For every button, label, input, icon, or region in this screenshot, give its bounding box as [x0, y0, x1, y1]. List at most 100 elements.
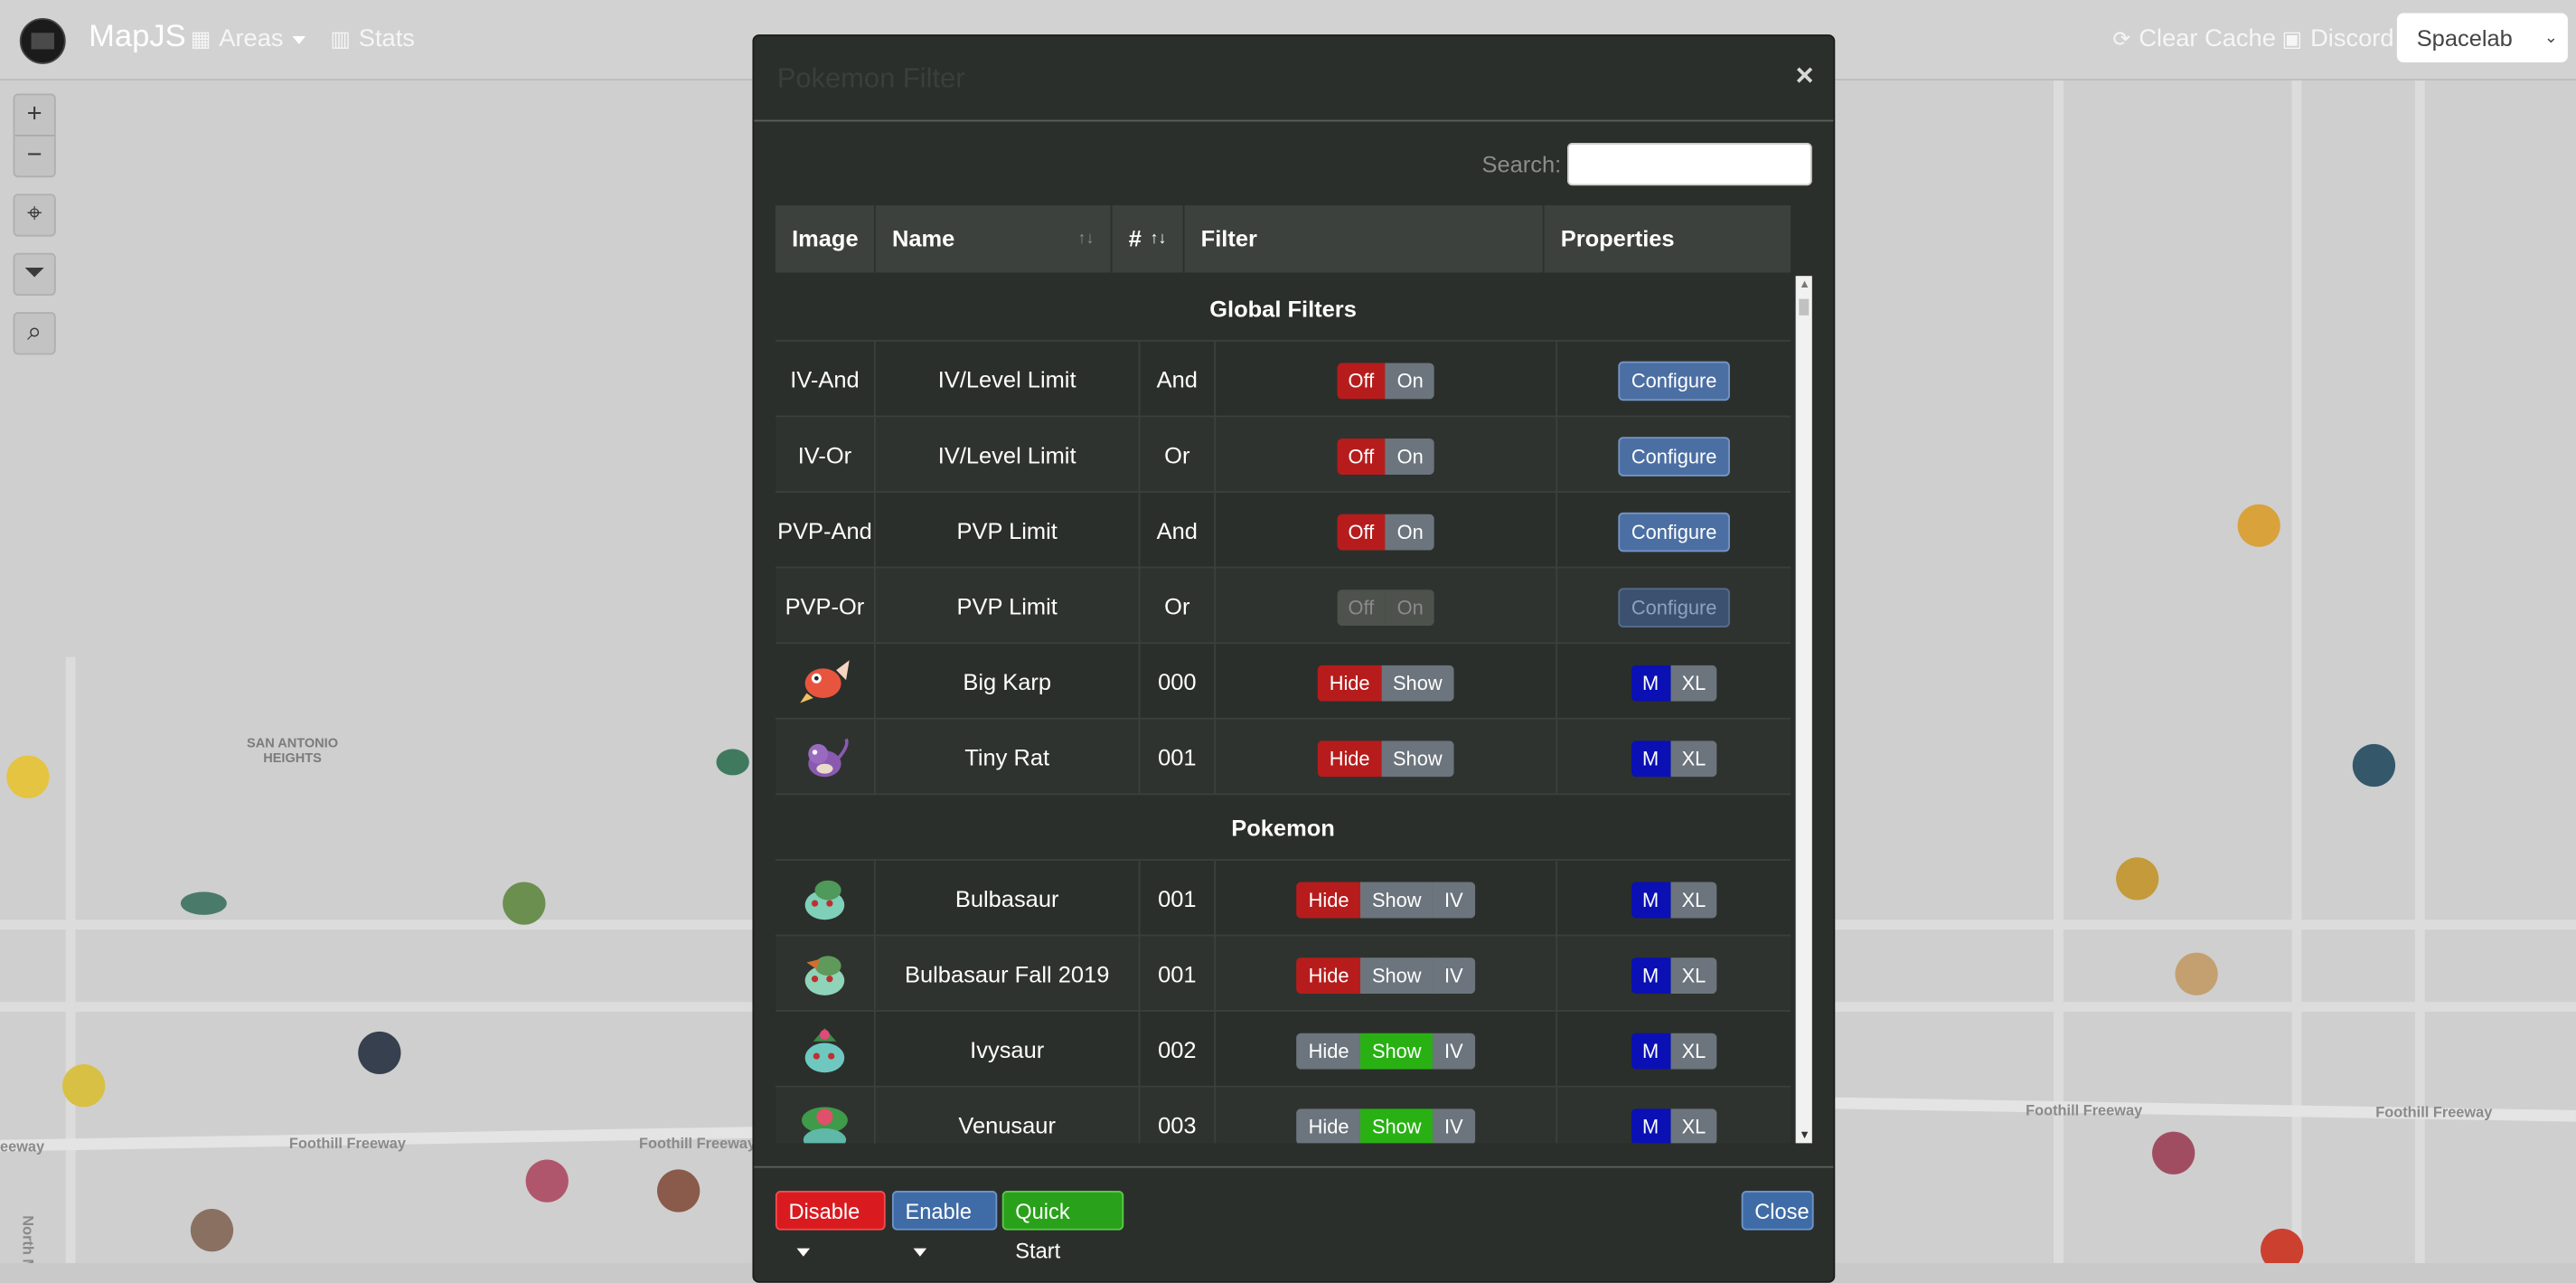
pokemon-filter-modal: Pokemon Filter × Search: Image Name ↑↓ # ↑… [752, 34, 1836, 1283]
style-select[interactable]: Spacelab ⌄ [2396, 13, 2568, 63]
size-xl-button[interactable]: XL [1669, 741, 1718, 778]
show-button[interactable]: Show [1360, 958, 1434, 995]
size-m-button[interactable]: M [1631, 958, 1670, 995]
row-filter: Hide Show IV [1216, 1087, 1558, 1144]
row-name: Tiny Rat [876, 719, 1141, 796]
column-header-number[interactable]: # ↑↓ [1113, 205, 1185, 273]
enable-dropdown-button[interactable]: Enable [891, 1191, 998, 1257]
magikarp-sprite [800, 660, 850, 703]
on-button[interactable]: On [1385, 514, 1435, 552]
pokemon-map-marker[interactable] [657, 1169, 700, 1212]
table-scrollbar[interactable]: ▲ ▼ [1795, 276, 1812, 1144]
map-road [2291, 79, 2302, 1263]
configure-button[interactable]: Configure [1618, 588, 1730, 628]
on-button[interactable]: On [1385, 439, 1435, 476]
row-image: PVP-And [776, 492, 876, 569]
search-input[interactable] [1566, 143, 1812, 186]
column-header-name[interactable]: Name ↑↓ [876, 205, 1113, 273]
zoom-out-button[interactable]: − [14, 134, 54, 175]
disable-dropdown-button[interactable]: Disable [775, 1191, 886, 1257]
locate-icon[interactable]: ⌖ [26, 200, 42, 229]
size-xl-button[interactable]: XL [1669, 882, 1718, 920]
iv-button[interactable]: IV [1433, 1108, 1475, 1144]
clear-cache-link[interactable]: ⟳ Clear Cache [2112, 24, 2275, 52]
close-button[interactable]: Close [1741, 1191, 1814, 1231]
off-button[interactable]: Off [1336, 590, 1386, 627]
column-header-properties[interactable]: Properties [1560, 224, 1675, 251]
table-row: Tiny Rat 001 Hide Show M XL [775, 719, 1791, 796]
table-row: PVP-Or PVP Limit Or Off On Configure [775, 568, 1791, 645]
freeway-label: Foothill Freeway [288, 1135, 406, 1152]
hide-button[interactable]: Hide [1296, 1033, 1361, 1071]
app-logo[interactable] [19, 17, 66, 64]
map-road [2414, 79, 2425, 1263]
size-m-button[interactable]: M [1631, 1033, 1670, 1071]
column-header-image[interactable]: Image [776, 205, 876, 273]
size-xl-button[interactable]: XL [1669, 958, 1718, 995]
pokemon-map-marker[interactable] [62, 1064, 106, 1108]
pokemon-map-marker[interactable] [358, 1031, 401, 1075]
caret-down-icon [293, 35, 306, 44]
scroll-up-arrow-icon[interactable]: ▲ [1799, 278, 1810, 291]
refresh-icon: ⟳ [2112, 26, 2131, 52]
column-header-filter[interactable]: Filter [1184, 205, 1545, 273]
search-icon[interactable]: ⌕ [27, 318, 42, 347]
off-button[interactable]: Off [1336, 439, 1386, 476]
size-xl-button[interactable]: XL [1669, 1033, 1718, 1071]
pokemon-map-marker[interactable] [2152, 1131, 2195, 1175]
hide-button[interactable]: Hide [1296, 882, 1361, 920]
table-row: Bulbasaur 001 Hide Show IV M XL [775, 860, 1791, 937]
hide-button[interactable]: Hide [1317, 741, 1382, 778]
pokemon-map-marker[interactable] [180, 891, 227, 915]
off-button[interactable]: Off [1336, 363, 1386, 400]
pokemon-map-marker[interactable] [503, 882, 546, 925]
pokemon-map-marker[interactable] [6, 755, 50, 798]
show-button[interactable]: Show [1381, 741, 1454, 778]
hide-button[interactable]: Hide [1317, 665, 1382, 703]
pokemon-map-marker[interactable] [190, 1209, 234, 1252]
show-button[interactable]: Show [1360, 882, 1434, 920]
size-m-button[interactable]: M [1631, 665, 1670, 703]
configure-button[interactable]: Configure [1618, 362, 1730, 401]
scroll-thumb[interactable] [1799, 298, 1810, 316]
configure-button[interactable]: Configure [1618, 513, 1730, 552]
quick-start-button[interactable]: Quick Start [1001, 1191, 1124, 1263]
row-filter: Off On [1216, 341, 1558, 418]
iv-button[interactable]: IV [1433, 882, 1475, 920]
show-button[interactable]: Show [1360, 1108, 1434, 1144]
pokemon-map-marker[interactable] [716, 749, 749, 776]
filter-icon[interactable]: ⏷ [24, 259, 45, 288]
on-button[interactable]: On [1385, 590, 1435, 627]
close-icon[interactable]: × [1795, 59, 1814, 94]
size-xl-button[interactable]: XL [1669, 1108, 1718, 1144]
pokemon-map-marker[interactable] [525, 1159, 569, 1203]
brand-title[interactable]: MapJS [89, 19, 186, 54]
pokemon-map-marker[interactable] [2175, 952, 2218, 995]
hide-button[interactable]: Hide [1296, 1108, 1361, 1144]
off-button[interactable]: Off [1336, 514, 1386, 552]
pokemon-map-marker[interactable] [2352, 743, 2396, 788]
row-name: Big Karp [876, 644, 1141, 720]
zoom-in-button[interactable]: + [26, 99, 42, 128]
pokemon-map-marker[interactable] [2261, 1228, 2304, 1263]
size-xl-button[interactable]: XL [1669, 665, 1718, 703]
on-button[interactable]: On [1385, 363, 1435, 400]
scroll-down-arrow-icon[interactable]: ▼ [1799, 1129, 1810, 1142]
size-m-button[interactable]: M [1631, 882, 1670, 920]
show-button[interactable]: Show [1381, 665, 1454, 703]
row-number: Or [1140, 417, 1217, 493]
size-m-button[interactable]: M [1631, 1108, 1670, 1144]
show-button[interactable]: Show [1360, 1033, 1434, 1071]
hide-button[interactable]: Hide [1296, 958, 1361, 995]
iv-button[interactable]: IV [1433, 958, 1475, 995]
iv-button[interactable]: IV [1433, 1033, 1475, 1071]
clear-cache-label: Clear Cache [2139, 24, 2276, 53]
table-body[interactable]: Global Filters IV-And IV/Level Limit And… [775, 276, 1791, 1144]
size-m-button[interactable]: M [1631, 741, 1670, 778]
pokemon-map-marker[interactable] [2116, 857, 2159, 901]
pokemon-map-marker[interactable] [2237, 504, 2280, 547]
configure-button[interactable]: Configure [1618, 437, 1730, 477]
areas-dropdown[interactable]: ▦ Areas [191, 24, 306, 52]
discord-link[interactable]: ▣ Discord [2282, 24, 2394, 52]
stats-link[interactable]: ▥ Stats [330, 24, 415, 52]
